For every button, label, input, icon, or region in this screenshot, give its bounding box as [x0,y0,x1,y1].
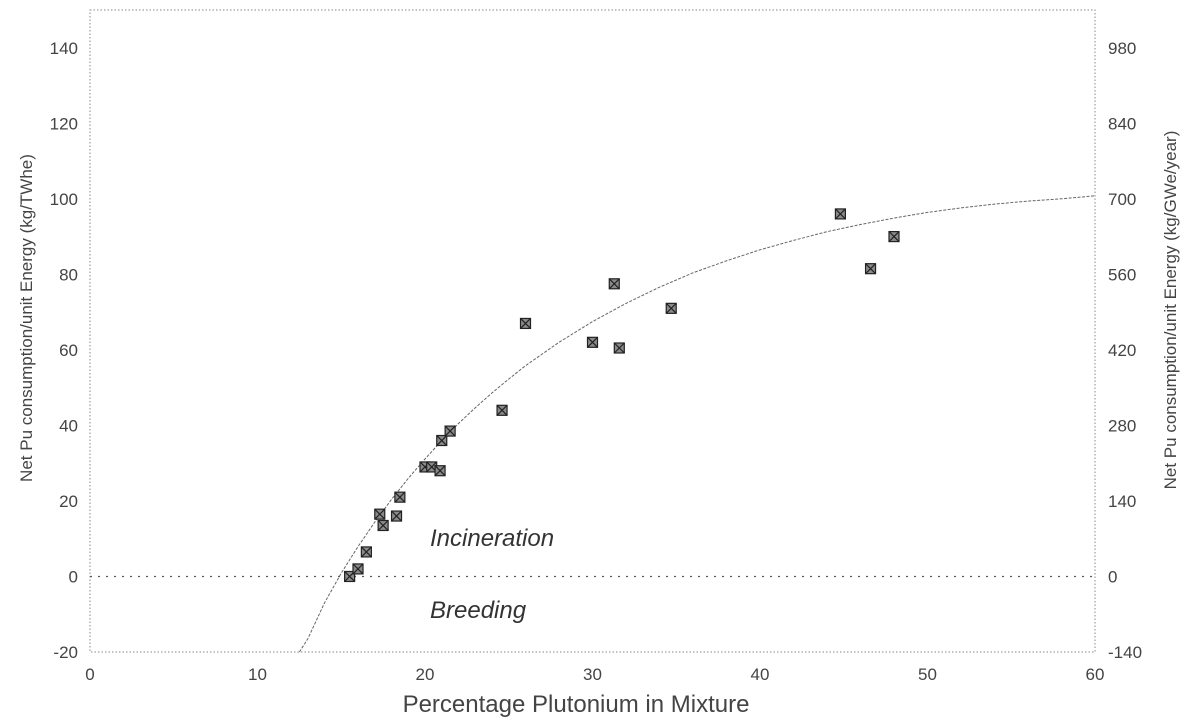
y2-tick-label: 560 [1108,265,1136,284]
y-tick-label: 0 [69,567,78,586]
data-point [434,465,446,477]
y2-tick-label: 0 [1108,567,1117,586]
data-point [586,336,599,348]
y-right-tick-labels: -140 0 140 280 420 560 700 840 980 [1108,39,1142,662]
y-right-axis-title: Net Pu consumption/unit Energy (kg/GWe/y… [1161,131,1180,490]
y-tick-label: 60 [59,341,78,360]
data-point [352,563,364,575]
x-tick-label: 20 [416,665,435,684]
data-point [496,404,508,416]
x-tick-labels: 0 10 20 30 40 50 60 [85,665,1104,684]
x-tick-label: 10 [248,665,267,684]
x-tick-label: 0 [85,665,94,684]
data-point [613,342,625,354]
y2-tick-label: 700 [1108,190,1136,209]
data-point [436,434,448,447]
y2-tick-label: 420 [1108,341,1136,360]
y2-tick-label: 140 [1108,492,1136,511]
y-left-tick-labels: -20 0 20 40 60 80 100 120 140 [50,39,78,662]
x-tick-label: 50 [918,665,937,684]
fit-curve [298,195,1096,653]
fit-curve-layer [298,195,1096,653]
x-tick-label: 30 [583,665,602,684]
y-tick-label: 140 [50,39,78,58]
data-point [344,570,356,583]
data-point [377,519,389,532]
y2-tick-label: 280 [1108,416,1136,435]
y-tick-label: 120 [50,114,78,133]
data-point [394,491,406,503]
data-point [360,546,372,558]
data-point [834,208,847,220]
y-left-axis-title: Net Pu consumption/unit Energy (kg/TWhe) [17,154,36,482]
plot-border [89,9,1096,653]
data-point [864,263,877,275]
data-point [444,425,456,437]
data-point [888,230,900,243]
x-axis-title: Percentage Plutonium in Mixture [403,691,750,718]
y2-tick-label: 840 [1108,114,1136,133]
data-point [608,278,620,290]
data-point [519,317,532,330]
y-tick-label: -20 [53,643,78,662]
x-tick-label: 40 [751,665,770,684]
y-tick-label: 100 [50,190,78,209]
breeding-label: Breeding [430,597,527,624]
x-tick-label: 60 [1086,665,1105,684]
y-tick-label: 40 [59,416,78,435]
data-point [374,508,386,520]
data-point [665,302,677,314]
data-points-layer [344,208,900,583]
y2-tick-label: -140 [1108,643,1142,662]
y-tick-label: 80 [59,265,78,284]
incineration-label: Incineration [430,525,554,552]
y2-tick-label: 980 [1108,39,1136,58]
plot-frame [89,9,1096,653]
y-tick-label: 20 [59,492,78,511]
data-point [390,510,403,522]
